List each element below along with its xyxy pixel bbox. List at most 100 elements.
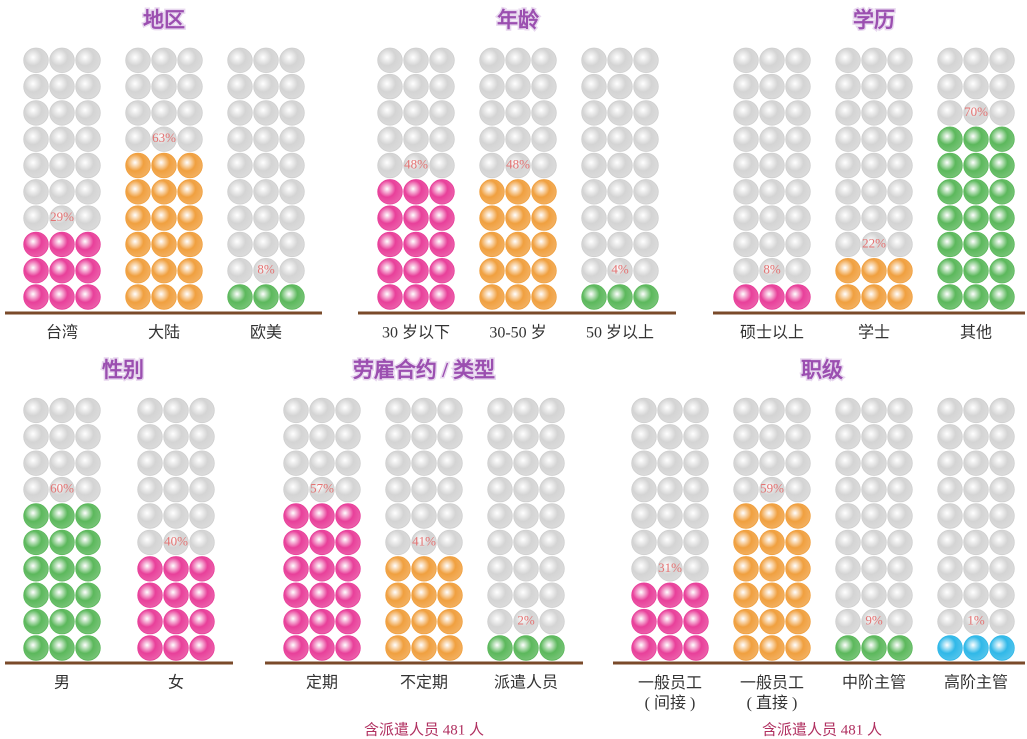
empty-ball <box>177 100 203 126</box>
ball-column <box>479 47 557 310</box>
empty-ball <box>861 529 887 556</box>
value-label: 22% <box>862 235 886 250</box>
filled-ball <box>759 635 785 661</box>
filled-ball <box>125 205 151 231</box>
empty-ball <box>49 397 75 424</box>
filled-ball <box>283 635 309 661</box>
empty-ball <box>835 100 861 126</box>
empty-ball <box>607 100 633 126</box>
ball-column <box>733 47 811 310</box>
empty-ball <box>633 126 659 152</box>
filled-ball <box>125 231 151 258</box>
empty-ball <box>23 73 49 100</box>
filled-ball <box>23 231 49 258</box>
empty-ball <box>989 582 1015 608</box>
filled-ball <box>887 258 913 284</box>
empty-ball <box>835 556 861 582</box>
filled-ball <box>75 284 101 310</box>
empty-ball <box>785 126 811 152</box>
filled-ball <box>49 258 75 284</box>
empty-ball <box>887 424 913 450</box>
empty-ball <box>377 47 403 74</box>
empty-ball <box>861 126 887 152</box>
filled-ball <box>279 284 305 310</box>
empty-ball <box>429 73 455 100</box>
empty-ball <box>437 503 463 529</box>
empty-ball <box>785 258 811 284</box>
empty-ball <box>487 608 513 635</box>
filled-ball <box>283 503 309 529</box>
filled-ball <box>309 503 335 529</box>
empty-ball <box>989 608 1015 635</box>
filled-ball <box>177 284 203 310</box>
empty-ball <box>513 556 539 582</box>
empty-ball <box>581 73 607 100</box>
empty-ball <box>581 47 607 74</box>
ball-column <box>937 47 1015 310</box>
filled-ball <box>607 284 633 310</box>
empty-ball <box>539 608 565 635</box>
filled-ball <box>377 284 403 310</box>
empty-ball <box>963 47 989 74</box>
filled-ball <box>75 503 101 529</box>
ball-column <box>227 47 305 310</box>
empty-ball <box>49 476 75 503</box>
empty-ball <box>403 73 429 100</box>
empty-ball <box>177 47 203 74</box>
filled-ball <box>429 205 455 231</box>
empty-ball <box>227 100 253 126</box>
empty-ball <box>607 126 633 152</box>
footnote: 含派遣人员 481 人 <box>364 721 484 738</box>
filled-ball <box>163 608 189 635</box>
empty-ball <box>581 179 607 205</box>
filled-ball <box>429 284 455 310</box>
filled-ball <box>75 231 101 258</box>
empty-ball <box>989 556 1015 582</box>
value-label: 4% <box>611 262 629 277</box>
filled-ball <box>759 582 785 608</box>
empty-ball <box>227 258 253 284</box>
empty-ball <box>437 450 463 476</box>
filled-ball <box>733 503 759 529</box>
empty-ball <box>253 179 279 205</box>
empty-ball <box>759 179 785 205</box>
empty-ball <box>437 424 463 450</box>
filled-ball <box>429 231 455 258</box>
empty-ball <box>887 608 913 635</box>
empty-ball <box>505 126 531 152</box>
filled-ball <box>125 284 151 310</box>
empty-ball <box>785 73 811 100</box>
filled-ball <box>963 258 989 284</box>
empty-ball <box>49 47 75 74</box>
empty-ball <box>733 205 759 231</box>
empty-ball <box>989 424 1015 450</box>
filled-ball <box>23 258 49 284</box>
empty-ball <box>531 152 557 179</box>
empty-ball <box>505 47 531 74</box>
empty-ball <box>963 424 989 450</box>
empty-ball <box>887 582 913 608</box>
empty-ball <box>253 100 279 126</box>
empty-ball <box>531 100 557 126</box>
empty-ball <box>683 529 709 556</box>
filled-ball <box>335 529 361 556</box>
empty-ball <box>23 476 49 503</box>
filled-ball <box>479 179 505 205</box>
empty-ball <box>151 47 177 74</box>
value-label: 9% <box>865 613 883 628</box>
value-label: 57% <box>310 481 334 496</box>
filled-ball <box>479 258 505 284</box>
category-label: 学士 <box>858 324 890 342</box>
empty-ball <box>513 476 539 503</box>
filled-ball <box>733 284 759 310</box>
ball-column <box>937 397 1015 661</box>
filled-ball <box>989 152 1015 179</box>
value-label: 29% <box>50 209 74 224</box>
empty-ball <box>279 258 305 284</box>
filled-ball <box>429 179 455 205</box>
filled-ball <box>989 231 1015 258</box>
filled-ball <box>785 582 811 608</box>
empty-ball <box>607 231 633 258</box>
filled-ball <box>335 582 361 608</box>
empty-ball <box>887 126 913 152</box>
